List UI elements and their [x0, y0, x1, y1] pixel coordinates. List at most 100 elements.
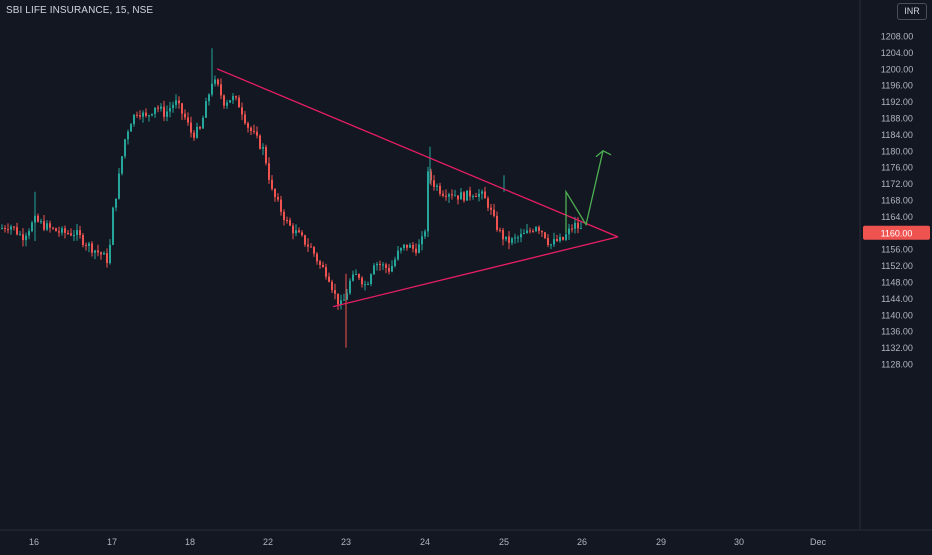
candle-body: [28, 231, 30, 236]
candle-body: [514, 237, 516, 239]
candle-body: [439, 185, 441, 194]
candle-body: [253, 130, 255, 132]
candle-body: [415, 248, 417, 253]
candle-body: [103, 253, 105, 255]
candle-body: [481, 191, 483, 194]
candle-body: [538, 227, 540, 231]
candle-body: [559, 236, 561, 241]
candle-body: [322, 264, 324, 268]
projection-path[interactable]: [565, 150, 604, 233]
symbol-title[interactable]: SBI LIFE INSURANCE, 15, NSE: [6, 5, 154, 16]
candle-body: [334, 290, 336, 294]
time-tick-label: Dec: [810, 537, 827, 547]
candle-body: [94, 250, 96, 253]
candle-body: [256, 131, 258, 136]
candle-body: [499, 229, 501, 231]
time-tick-label: 30: [734, 537, 744, 547]
candle-body: [574, 222, 576, 229]
candle-body: [388, 267, 390, 272]
candle-body: [247, 123, 249, 128]
candle-body: [142, 112, 144, 117]
triangle-lower-line[interactable]: [332, 236, 619, 308]
candle-body: [292, 225, 294, 234]
time-axis[interactable]: 16 17 18 22 23 24 25 26 29 30 Dec: [29, 537, 827, 547]
candle-body: [4, 227, 6, 230]
time-tick-label: 23: [341, 537, 351, 547]
candle-body: [331, 281, 333, 291]
candle-body: [49, 223, 51, 228]
time-tick-label: 22: [263, 537, 273, 547]
candle-body: [121, 156, 123, 174]
candle-body: [139, 115, 141, 117]
candle-body: [403, 244, 405, 248]
candle-body: [463, 192, 465, 201]
candle-body: [25, 235, 27, 241]
candle-body: [64, 228, 66, 233]
candle-body: [118, 173, 120, 199]
price-tick-label: 1156.00: [881, 245, 913, 255]
candle-body: [409, 244, 411, 248]
candle-body: [568, 228, 570, 235]
price-tick-label: 1196.00: [881, 81, 913, 91]
time-tick-label: 25: [499, 537, 509, 547]
time-tick-label: 16: [29, 537, 39, 547]
candle-body: [91, 243, 93, 253]
candle-body: [340, 300, 342, 305]
candle-body: [217, 79, 219, 85]
candle-body: [73, 235, 75, 237]
last-price-tag: 1160.00: [863, 225, 930, 240]
candle-body: [274, 188, 276, 198]
candle-body: [244, 114, 246, 124]
candle-body: [370, 274, 372, 284]
candle-body: [313, 247, 315, 254]
candle-body: [205, 101, 207, 118]
candle-body: [37, 215, 39, 222]
candle-body: [328, 276, 330, 282]
candle-body: [124, 139, 126, 157]
candle-body: [259, 135, 261, 149]
candle-body: [355, 274, 357, 276]
candle-body: [451, 194, 453, 196]
candle-body: [307, 244, 309, 247]
candle-body: [385, 264, 387, 268]
candle-body: [289, 220, 291, 226]
triangle-upper-line[interactable]: [216, 68, 619, 238]
candle-body: [31, 222, 33, 232]
candle-body: [181, 103, 183, 114]
candle-body: [271, 179, 273, 189]
candle-body: [418, 244, 420, 253]
candle-body: [394, 259, 396, 266]
price-tick-label: 1184.00: [881, 130, 913, 140]
price-axis[interactable]: 1128.00 1132.00 1136.00 1140.00 1144.00 1148.…: [881, 32, 914, 370]
currency-badge[interactable]: INR: [897, 3, 927, 20]
candle-body: [580, 228, 582, 230]
annotations-layer: [216, 68, 619, 308]
candle-body: [550, 244, 552, 246]
candle-body: [40, 221, 42, 223]
price-tick-label: 1204.00: [881, 48, 914, 58]
time-tick-label: 24: [420, 537, 430, 547]
candles-layer: [1, 48, 582, 348]
candle-body: [544, 232, 546, 239]
candle-body: [562, 236, 564, 240]
candle-body: [343, 299, 345, 301]
candle-body: [553, 239, 555, 245]
candle-body: [358, 274, 360, 278]
candle-body: [283, 211, 285, 221]
candle-body: [346, 293, 348, 300]
candle-body: [556, 239, 558, 241]
candle-body: [277, 197, 279, 200]
candle-body: [325, 267, 327, 277]
candle-body: [505, 236, 507, 240]
candle-body: [472, 196, 474, 198]
candle-body: [67, 232, 69, 234]
price-tick-label: 1208.00: [881, 32, 914, 42]
candle-body: [262, 147, 264, 149]
candle-body: [496, 215, 498, 230]
candle-body: [163, 106, 165, 117]
candle-body: [577, 222, 579, 229]
candle-body: [7, 229, 9, 231]
candle-body: [184, 113, 186, 118]
